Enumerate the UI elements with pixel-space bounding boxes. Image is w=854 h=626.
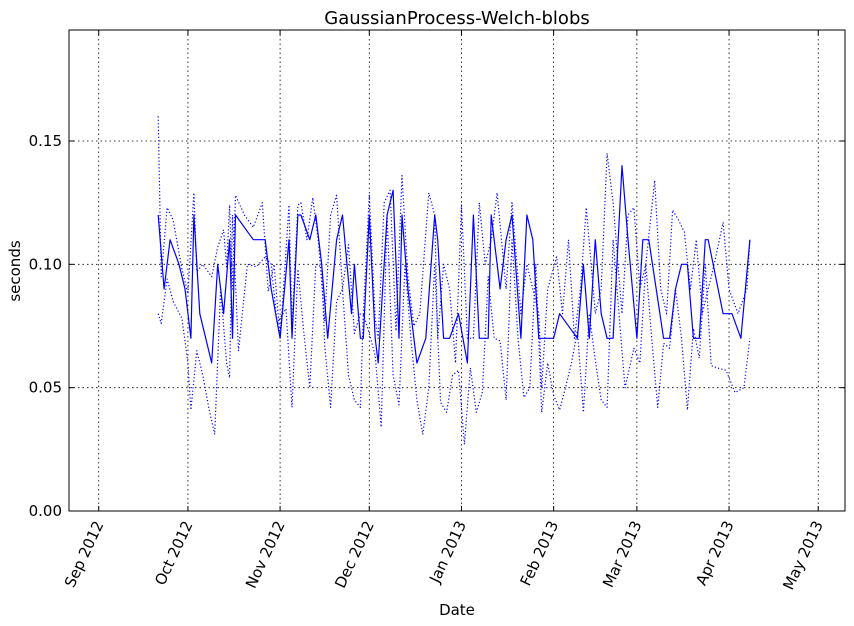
x-axis-label: Date xyxy=(439,601,475,619)
y-tick-label: 0.05 xyxy=(29,379,62,397)
y-tick-label: 0.15 xyxy=(29,132,62,150)
y-axis-label: seconds xyxy=(6,240,24,301)
y-tick-label: 0.10 xyxy=(29,255,62,273)
series-line-3 xyxy=(157,214,751,445)
series-line-1 xyxy=(157,165,751,364)
y-tick-label: 0.00 xyxy=(29,502,62,520)
chart-title: GaussianProcess-Welch-blobs xyxy=(324,8,590,29)
series-layer xyxy=(157,116,751,445)
plot-frame xyxy=(68,29,846,512)
